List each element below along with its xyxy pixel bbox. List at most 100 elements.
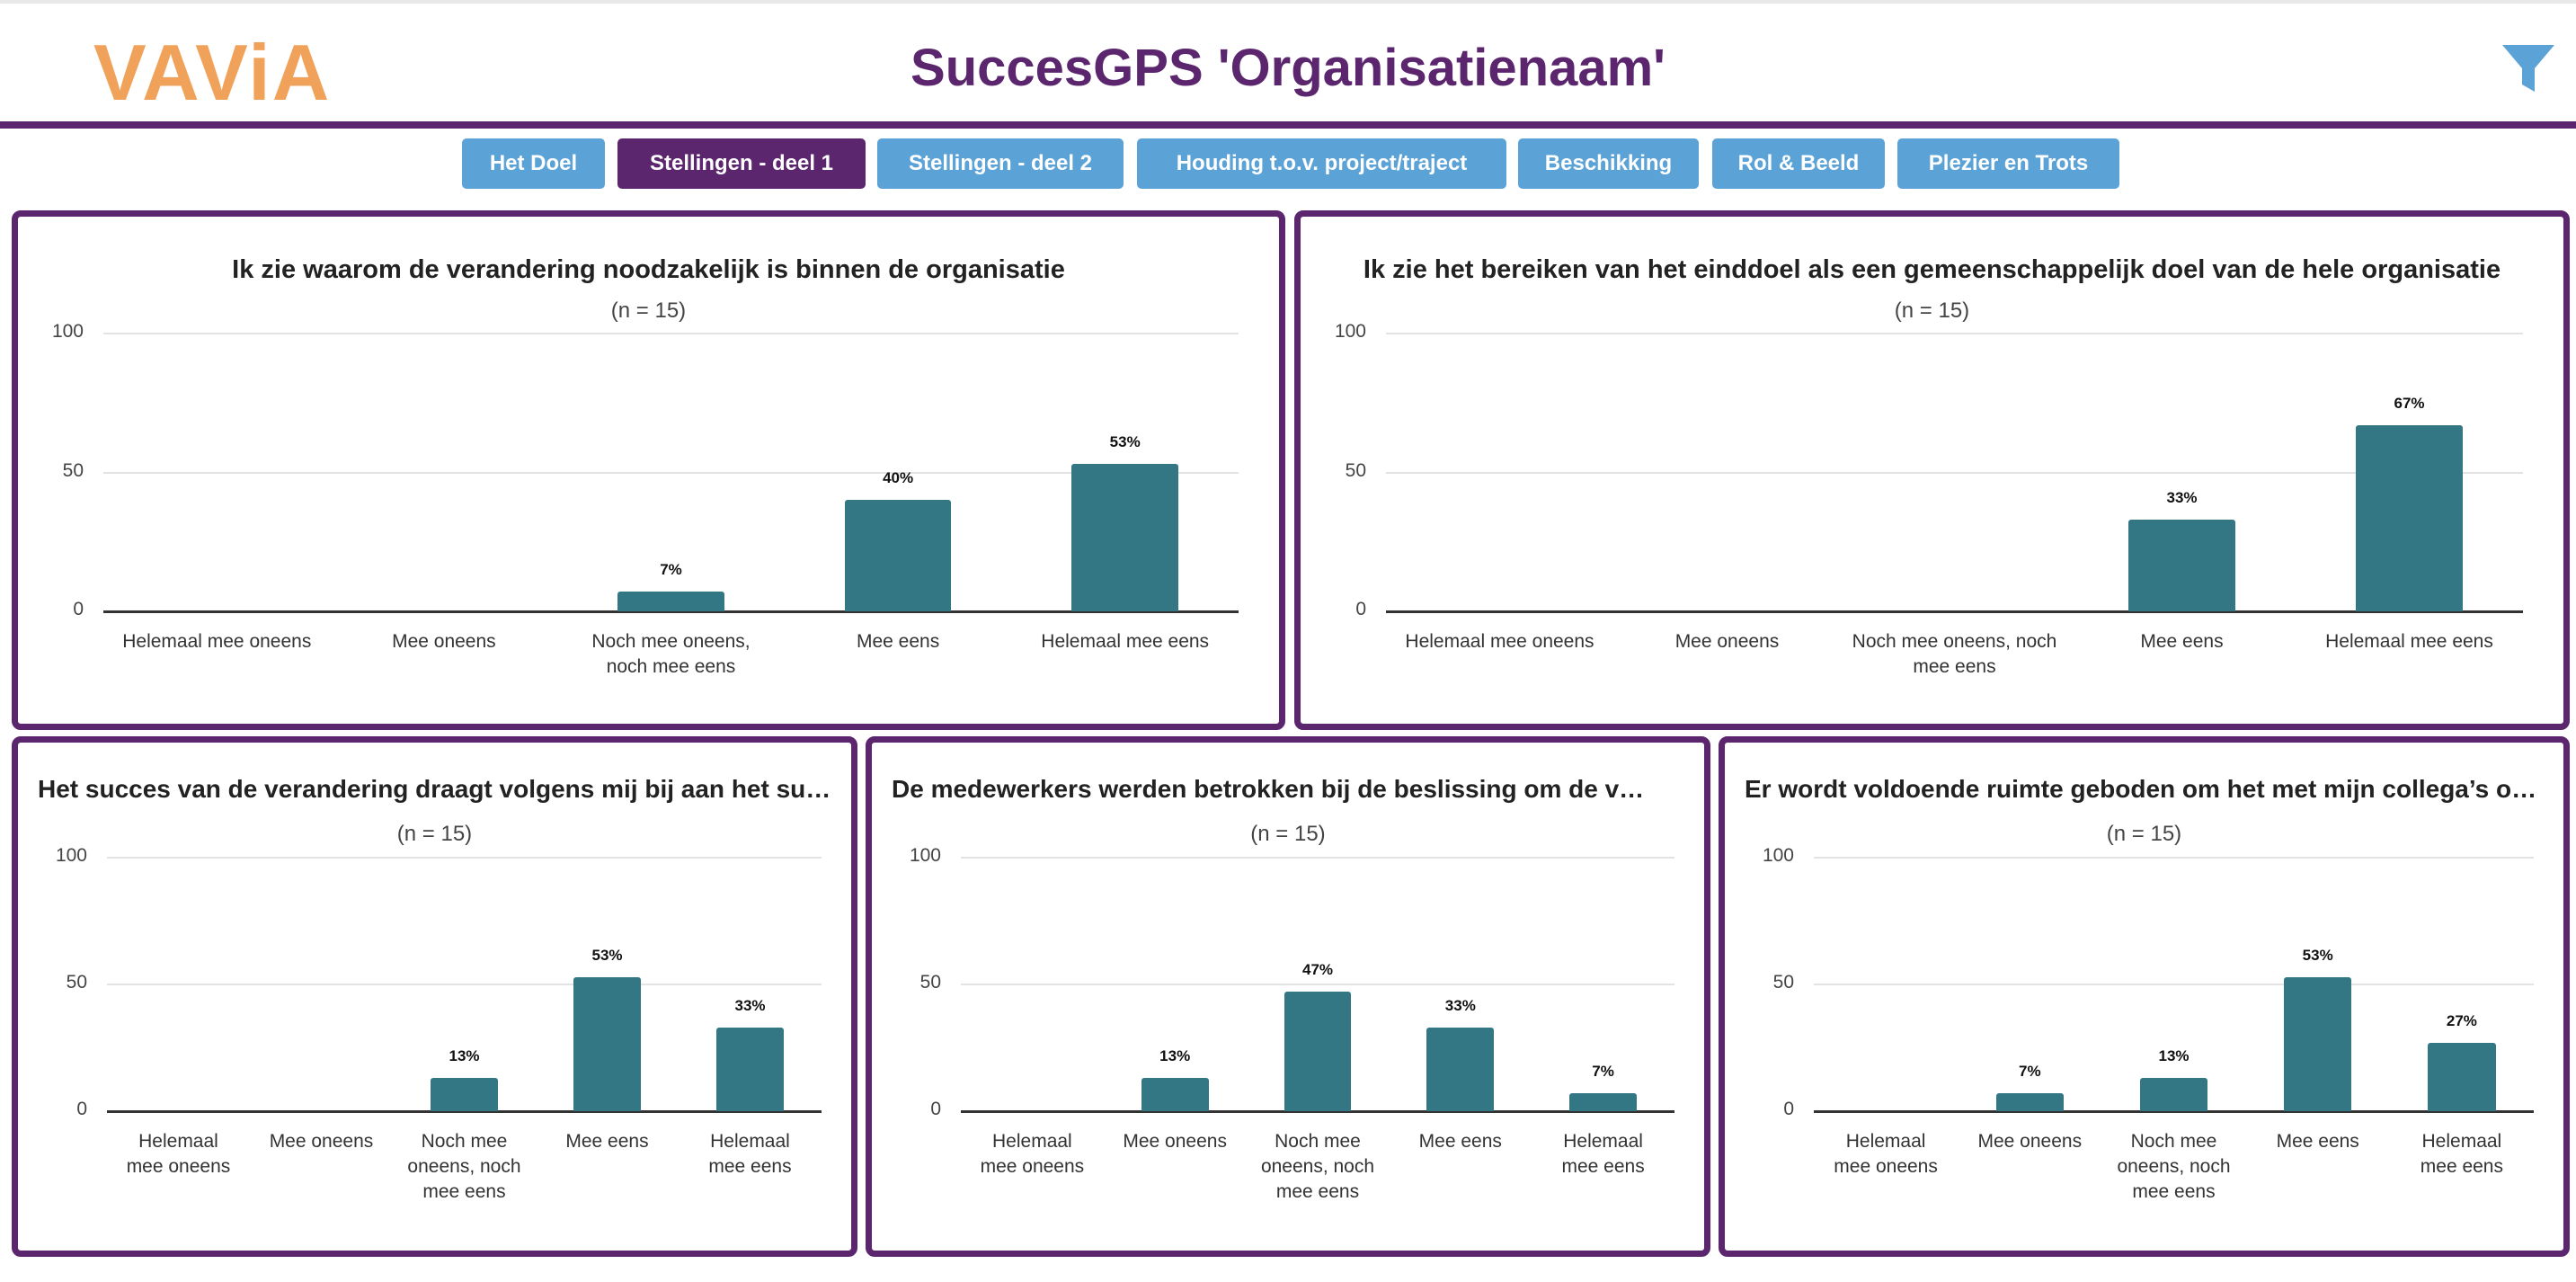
x-tick-label: Noch mee oneens, noch mee eens [1852,631,2057,677]
x-axis-baseline [961,1110,1674,1113]
plot-area: 100 50 0 Helemaal mee oneens Mee oneens Noch … [1335,321,2523,677]
gridline [1814,984,2534,985]
y-tick-label: 0 [73,599,84,619]
bar [1569,1093,1637,1111]
tab-rol-beeld[interactable]: Rol & Beeld [1712,138,1885,189]
bar [2139,1078,2208,1111]
x-axis-baseline [1386,610,2523,613]
x-tick-label: Helemaal mee oneens [980,1131,1085,1177]
plot-area: 100 50 0 Helemaal mee oneens 13% Mee oneens 47… [910,845,1674,1202]
header: VAViA SuccesGPS 'Organisatienaam' [0,4,2576,121]
chart-subtitle: (n = 15) [610,298,687,323]
data-label: 67% [2394,394,2425,412]
tab-het-doel[interactable]: Het Doel [462,138,605,189]
y-tick-label: 0 [930,1099,941,1119]
data-label: 7% [2019,1063,2041,1081]
x-tick-label: Helemaal mee oneens [1834,1131,1938,1177]
y-tick-label: 100 [51,321,84,342]
chart-card: Ik zie waarom de verandering noodzakelij… [12,210,1285,730]
gridline [107,857,822,859]
x-tick-label: Helemaal mee oneens [1405,631,1594,652]
bar [573,976,641,1111]
bar [1995,1093,2064,1111]
x-tick-label: Helemaal mee oneens [126,1131,231,1177]
header-divider [0,121,2576,129]
bar [1284,992,1352,1111]
bar [1426,1027,1495,1111]
browser-top-strip [0,0,2576,4]
x-tick-label: Helemaal mee eens [1561,1131,1645,1177]
data-label: 53% [1109,433,1141,451]
data-label: 13% [1159,1047,1191,1065]
x-tick-label: Noch mee oneens, noch mee eens [2117,1131,2231,1202]
filter-icon[interactable] [2500,43,2556,95]
tab-plezier-trots[interactable]: Plezier en Trots [1897,138,2119,189]
tab-stellingen-deel-2[interactable]: Stellingen - deel 2 [877,138,1124,189]
y-tick-label: 50 [1345,459,1366,481]
chart-subtitle: (n = 15) [396,822,473,846]
gridline [107,984,822,985]
bar [617,592,724,611]
plot-area: 100 50 0 Helemaal mee oneens Mee oneens 13% No… [56,845,822,1202]
data-label: 13% [2158,1047,2190,1065]
chart-subtitle: (n = 15) [2106,822,2182,846]
tab-stellingen-deel-1[interactable]: Stellingen - deel 1 [617,138,866,189]
y-tick-label: 50 [66,972,87,993]
bar [2128,520,2235,611]
chart-card: Er wordt voldoende ruimte geboden om het… [1719,736,2570,1257]
tab-bar: Het Doel Stellingen - deel 1 Stellingen … [0,138,2576,189]
x-tick-label: Mee oneens [1977,1131,2083,1152]
bar [1071,464,1179,611]
x-tick-label: Mee oneens [1123,1131,1227,1152]
plot-area: 100 50 0 Helemaal mee oneens 7% Mee oneens 13%… [1763,845,2534,1202]
page-title: SuccesGPS 'Organisatienaam' [910,39,1666,97]
x-tick-label: Helemaal mee eens [708,1131,792,1177]
y-tick-label: 0 [1355,599,1366,619]
gridline [961,984,1674,985]
gridline [961,857,1674,859]
bar [431,1078,498,1111]
y-tick-label: 0 [76,1099,87,1119]
chart-card: De medewerkers werden betrokken bij de b… [866,736,1710,1257]
data-label: 7% [660,561,682,579]
x-tick-label: Helemaal mee eens [2325,631,2493,652]
data-label: 33% [734,996,766,1014]
x-tick-label: Mee oneens [269,1131,374,1152]
x-tick-label: Mee oneens [1674,631,1780,652]
data-label: 33% [2166,489,2198,507]
y-tick-label: 100 [1334,321,1366,342]
data-label: 53% [2302,946,2333,964]
data-label: 40% [883,469,914,487]
chart-card: Ik zie het bereiken van het einddoel als… [1294,210,2570,730]
chart-card: Het succes van de verandering draagt vol… [12,736,857,1257]
y-tick-label: 50 [1772,972,1794,993]
y-tick-label: 100 [55,845,87,866]
chart-title: Ik zie waarom de verandering noodzakelij… [232,255,1065,284]
bar [2428,1042,2496,1111]
x-tick-label: Mee oneens [392,631,496,652]
x-tick-label: Helemaal mee oneens [122,631,312,652]
gridline [103,471,1239,474]
x-tick-label: Noch mee oneens, noch mee eens [1260,1131,1375,1202]
chart-title: De medewerkers werden betrokken bij de b… [892,775,1645,803]
tab-houding[interactable]: Houding t.o.v. project/traject [1137,138,1506,189]
chart-title: Het succes van de verandering draagt vol… [38,775,831,803]
bar [2356,424,2463,611]
gridline [1814,857,2534,859]
data-label: 53% [591,946,623,964]
y-tick-label: 100 [1762,845,1794,866]
data-label: 13% [449,1047,480,1065]
data-label: 27% [2446,1011,2477,1029]
data-label: 33% [1444,996,1476,1014]
x-tick-label: Mee eens [1418,1131,1502,1152]
y-tick-label: 50 [919,972,941,993]
x-tick-label: Mee eens [2140,631,2224,652]
chart-subtitle: (n = 15) [1894,298,1970,323]
x-tick-label: Helemaal mee eens [1041,631,1210,652]
data-label: 47% [1301,961,1334,979]
data-label: 7% [1592,1063,1614,1081]
x-tick-label: Noch mee oneens, noch mee eens [407,1131,521,1202]
x-tick-label: Noch mee oneens, noch mee eens [591,631,751,677]
x-tick-label: Mee eens [856,631,940,652]
tab-beschikking[interactable]: Beschikking [1518,138,1699,189]
